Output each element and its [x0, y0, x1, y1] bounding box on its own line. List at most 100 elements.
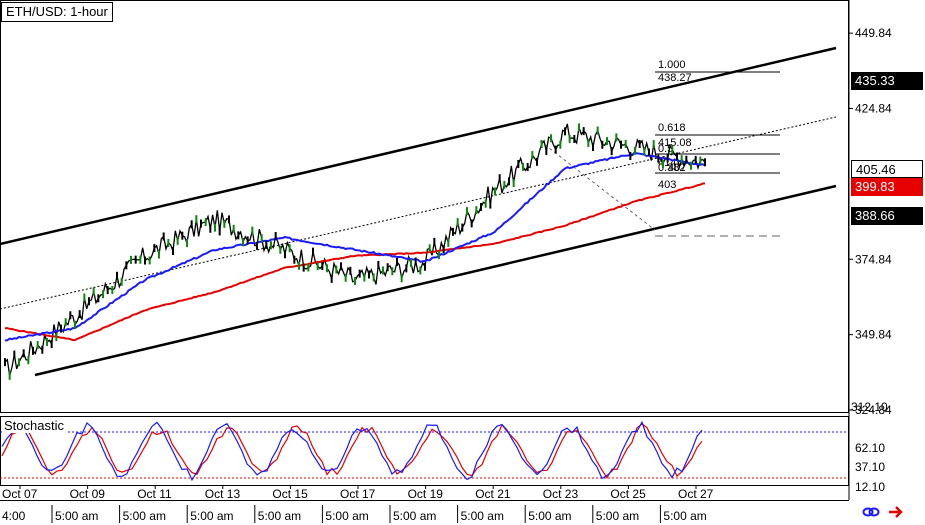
candle [559, 140, 562, 149]
candle [396, 258, 398, 267]
candle [204, 218, 207, 227]
candle [489, 200, 492, 209]
channel-upper-line[interactable] [0, 46, 837, 246]
candle [410, 259, 412, 268]
candle [452, 227, 454, 236]
stochastic-title: Stochastic [2, 418, 66, 433]
candle [666, 154, 669, 163]
candle [648, 148, 650, 157]
candle [265, 240, 268, 249]
stoch-level-3: 12.10 [855, 480, 885, 494]
time-label: 4:00 [2, 509, 26, 523]
candle [662, 159, 664, 168]
candle [587, 138, 590, 147]
candle [270, 241, 272, 250]
fibonacci-tool[interactable]: 1.000 438.27 0.618 415.08 0.5 414 0.382 … [539, 59, 780, 237]
candle [130, 255, 132, 264]
candle [139, 255, 142, 264]
candle [69, 311, 72, 320]
candle [13, 350, 16, 359]
candle [354, 276, 356, 285]
candle [274, 232, 277, 241]
stochastic-k-line[interactable] [1, 420, 703, 482]
candle [312, 247, 314, 256]
candle [657, 154, 660, 163]
candle [120, 277, 123, 286]
candle [116, 271, 118, 280]
stochastic-panel[interactable] [0, 416, 849, 486]
candle [624, 139, 627, 148]
candle [60, 324, 62, 333]
candle [461, 223, 464, 232]
candle [643, 147, 646, 156]
candle [424, 262, 426, 271]
candle [498, 174, 501, 183]
price-tag-435: 435.33 [851, 72, 923, 90]
arrow-right-icon[interactable] [887, 503, 905, 521]
candle [8, 371, 11, 380]
candle [83, 293, 86, 302]
candle [148, 256, 151, 265]
candle [209, 224, 212, 233]
channel-lower-line[interactable] [34, 184, 837, 377]
link-chain-icon[interactable] [862, 503, 880, 521]
date-label: Oct 21 [475, 487, 511, 501]
candle [111, 285, 114, 294]
candle [526, 163, 529, 172]
candle [512, 179, 515, 188]
candle [293, 255, 296, 264]
candle [50, 340, 53, 349]
price-panel[interactable] [0, 0, 849, 413]
candle [92, 287, 95, 296]
candle [181, 231, 184, 240]
candle [638, 139, 641, 148]
stochastic-d-line[interactable] [1, 423, 703, 479]
candle [106, 286, 109, 295]
candle [55, 333, 58, 342]
candle [363, 273, 366, 282]
date-label: Oct 13 [205, 487, 241, 501]
candle [78, 310, 81, 319]
date-label: Oct 19 [408, 487, 444, 501]
candle [316, 262, 319, 271]
candle [428, 244, 431, 253]
candle [200, 219, 202, 228]
candle [251, 226, 254, 235]
date-label: Oct 09 [70, 487, 106, 501]
candle [18, 358, 20, 367]
candle [573, 134, 576, 143]
candle [4, 358, 6, 367]
candle [442, 245, 445, 254]
stoch-level-1: 62.10 [855, 441, 885, 455]
candle [540, 140, 543, 149]
time-label: 5:00 am [528, 509, 571, 523]
moving-average-red[interactable] [4, 182, 706, 342]
price-axis-label: 324.84 [855, 403, 892, 417]
candle [620, 140, 622, 149]
candle [32, 346, 34, 355]
time-label: 5:00 am [596, 509, 639, 523]
candle [88, 297, 90, 306]
candle [438, 251, 440, 260]
candle [153, 244, 156, 253]
candle [158, 250, 160, 259]
candle [125, 261, 128, 270]
date-label: Oct 27 [678, 487, 714, 501]
candle [475, 206, 478, 215]
price-tag-388: 388.66 [851, 207, 923, 225]
candle [601, 140, 604, 149]
candle [508, 177, 510, 186]
candle [279, 245, 282, 254]
candle [704, 158, 706, 167]
time-label: 5:00 am [393, 509, 436, 523]
candle [218, 227, 221, 236]
time-label: 5:00 am [663, 509, 706, 523]
candle [680, 155, 683, 164]
candle [74, 320, 76, 329]
price-axis: 449.84 424.84 374.84 349.84 324.84 [849, 26, 892, 417]
fib-0-price: 403 [658, 179, 676, 191]
candle [578, 123, 580, 132]
candle [27, 356, 30, 365]
moving-average-blue[interactable] [4, 152, 706, 342]
